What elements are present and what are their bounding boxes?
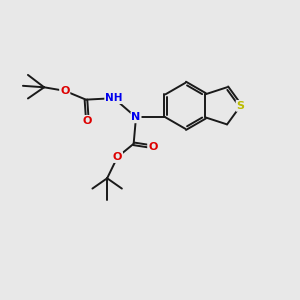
Text: O: O <box>60 86 69 96</box>
Text: NH: NH <box>105 93 123 103</box>
Text: N: N <box>131 112 141 122</box>
Text: O: O <box>113 152 122 162</box>
Text: O: O <box>83 116 92 126</box>
Text: O: O <box>148 142 158 152</box>
Text: S: S <box>237 101 244 111</box>
